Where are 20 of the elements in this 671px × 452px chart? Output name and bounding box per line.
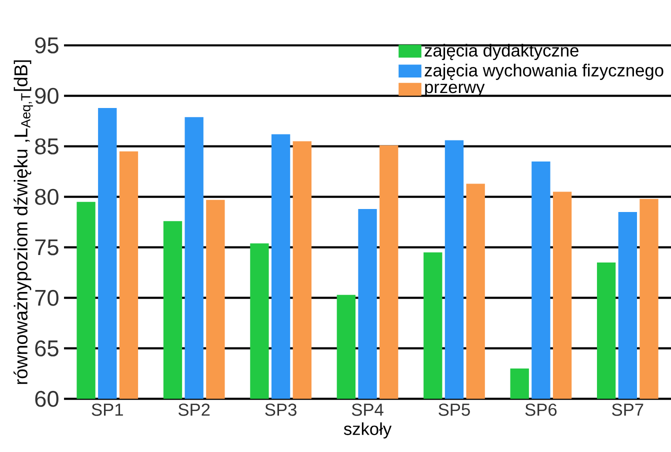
y-tick-label: 85	[35, 138, 58, 154]
legend-label: przerwy	[425, 84, 485, 97]
x-axis-title: szkoły	[344, 422, 392, 438]
x-tick-label: SP7	[612, 403, 644, 416]
x-tick-label: SP6	[525, 403, 557, 416]
y-tick-label: 80	[35, 188, 58, 205]
y-tick-label: 70	[35, 290, 58, 306]
y-tick-label: 60	[35, 390, 58, 407]
y-tick-label: 65	[35, 340, 58, 356]
x-tick-label: SP1	[92, 403, 123, 416]
x-tick-label: SP2	[178, 403, 210, 416]
y-axis-title: równoważnypoziom dźwięku ,L$_{Aeq,T}$[dB]	[14, 60, 33, 384]
x-tick-label: SP4	[352, 403, 384, 416]
legend-label: zajęcia wychowania fizycznego	[424, 64, 664, 80]
y-tick-label: 95	[35, 37, 58, 54]
x-tick-label: SP5	[438, 403, 470, 416]
y-tick-label: 75	[35, 239, 58, 256]
x-tick-label: SP3	[265, 403, 296, 416]
y-tick-label: 90	[35, 88, 58, 104]
legend-label: zajęcia dydaktyczne	[424, 44, 578, 60]
